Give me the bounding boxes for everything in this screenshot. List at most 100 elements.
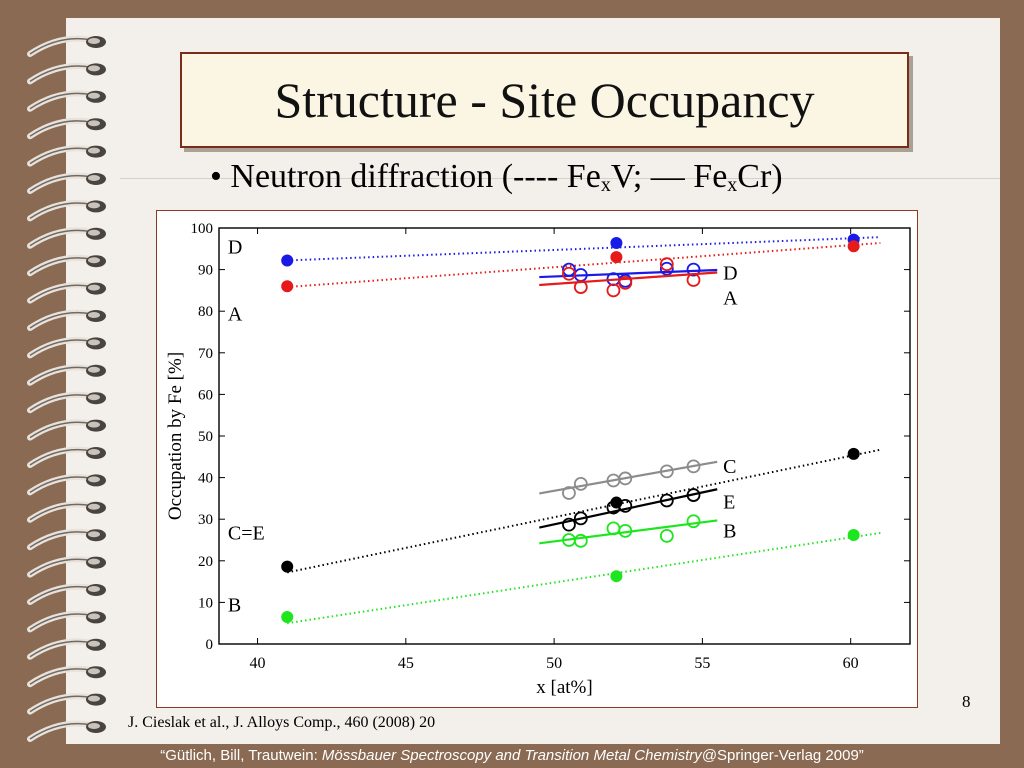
data-point-c-fexcr — [659, 464, 674, 479]
y-tick-label: 30 — [198, 512, 213, 528]
page-number: 8 — [962, 692, 971, 711]
data-point-d-fexcr — [562, 262, 576, 277]
y-tick-label: 70 — [198, 346, 213, 362]
data-point-a-fexcr — [618, 276, 633, 290]
data-point-c-fexcr — [686, 459, 701, 474]
ring-wire-edge — [29, 366, 93, 384]
y-tick-label: 10 — [198, 595, 213, 611]
divider-line — [120, 178, 1000, 179]
bullet-sub-1: x — [600, 174, 611, 196]
ring-hole-shine — [88, 421, 100, 428]
data-point-ce-fexv — [281, 560, 294, 573]
ring-hole-shine — [88, 640, 100, 647]
ring-wire-edge — [29, 558, 93, 576]
data-point-c-fexcr — [618, 471, 633, 486]
data-point-b-fexcr — [659, 528, 674, 543]
data-point-b-fexv — [281, 610, 294, 623]
ring-wire-edge — [29, 92, 93, 110]
x-tick-label: 60 — [843, 655, 859, 672]
ring-wire-edge — [29, 448, 93, 466]
data-point-a-fexcr — [573, 280, 588, 294]
ring-wire-edge — [29, 65, 93, 83]
ring-hole-shine — [88, 449, 100, 455]
footer-authors: “Gütlich, Bill, Trautwein: — [160, 747, 322, 764]
ring-wire-edge — [29, 585, 93, 603]
fit-line-b-fexv — [287, 531, 881, 625]
ring-wire-edge — [29, 147, 93, 165]
data-point-b-fexv — [847, 529, 860, 542]
data-point-b-fexv — [610, 570, 623, 583]
ring-wire-edge — [29, 174, 93, 192]
bullet-mark: • — [210, 158, 222, 195]
ring-hole-shine — [88, 476, 100, 483]
footer-book-title: Mössbauer Spectroscopy and Transition Me… — [321, 747, 702, 764]
site-label: A — [723, 287, 738, 309]
data-point-e-fexcr — [659, 493, 674, 508]
data-point-a-fexcr — [686, 273, 701, 287]
figure-panel: 0 10 20 30 40 50 60 70 80 90 100 40 45 50 55 60 x [at%] O… — [156, 210, 918, 708]
fit-line-ce-fexv — [287, 448, 881, 574]
y-tick-label: 60 — [198, 387, 213, 403]
ring-hole-shine — [88, 120, 100, 127]
data-point-b-fexcr — [686, 514, 701, 529]
ring-hole-shine — [88, 229, 100, 236]
ring-hole-shine — [88, 175, 100, 181]
data-point-a-fexcr — [659, 257, 674, 272]
fit-line-d-fexv — [287, 236, 881, 262]
bullet-lead: Neutron diffraction (---- Fe — [230, 158, 601, 195]
ring-wire-edge — [29, 531, 93, 548]
ring-hole-shine — [88, 613, 100, 620]
ring-wire-edge — [29, 722, 93, 740]
ring-hole-shine — [88, 366, 100, 373]
site-label: C — [723, 456, 736, 478]
title-box: Structure - Site Occupancy — [180, 52, 909, 148]
ring-wire-edge — [29, 394, 93, 411]
ring-wire-edge — [29, 613, 93, 631]
ring-hole-shine — [88, 531, 100, 538]
data-point-d-fexv — [281, 254, 294, 267]
data-point-e-fexcr — [686, 488, 701, 502]
bullet-mid: V; — Fe — [610, 158, 728, 195]
y-tick-label: 50 — [198, 429, 213, 445]
fit-line-a-fexv — [287, 241, 881, 289]
data-point-e-fexcr — [618, 498, 633, 513]
occupancy-chart: 0 10 20 30 40 50 60 70 80 90 100 40 45 50 55 60 x [at%] O… — [165, 221, 911, 698]
bullet-text: • Neutron diffraction (---- FexV; — FexC… — [210, 158, 783, 197]
site-label: B — [723, 520, 736, 542]
data-point-a-fexv — [847, 240, 860, 253]
data-point-c-fexcr — [573, 476, 588, 491]
ring-wire-edge — [29, 257, 93, 274]
data-point-d-fexcr — [659, 261, 674, 276]
data-point-a-fexcr — [606, 283, 621, 298]
data-point-c-fexcr — [562, 486, 576, 500]
ring-hole-shine — [88, 394, 100, 401]
y-tick-label: 100 — [191, 221, 214, 237]
data-point-b-fexcr — [573, 533, 588, 548]
ring-hole-shine — [88, 586, 100, 592]
bullet-sub-2: x — [727, 174, 738, 196]
slide-title: Structure - Site Occupancy — [274, 72, 815, 128]
ring-hole-shine — [88, 38, 100, 44]
y-axis-label: Occupation by Fe [%] — [165, 352, 186, 520]
data-point-d-fexcr — [686, 262, 701, 277]
data-point-a-fexv — [610, 251, 623, 264]
site-label: D — [723, 263, 737, 285]
data-point-e-fexcr — [573, 511, 588, 526]
ring-wire-edge — [29, 695, 93, 713]
data-point-b-fexcr — [618, 523, 633, 538]
footer-publisher: @Springer-Verlag 2009” — [701, 747, 864, 764]
ring-wire-edge — [29, 120, 93, 137]
ring-wire-edge — [29, 202, 93, 220]
ring-wire-edge — [29, 37, 93, 55]
y-tick-label: 80 — [198, 304, 213, 320]
ring-hole-shine — [88, 339, 100, 346]
x-tick-label: 45 — [398, 655, 414, 672]
ring-wire-edge — [29, 640, 93, 658]
x-axis-label: x [at%] — [536, 677, 592, 698]
ring-wire-edge — [29, 421, 93, 439]
ring-hole-shine — [88, 695, 100, 702]
site-label: B — [228, 594, 241, 616]
y-tick-label: 0 — [206, 637, 214, 653]
data-point-d-fexv — [610, 236, 623, 249]
x-tick-label: 55 — [694, 655, 710, 672]
